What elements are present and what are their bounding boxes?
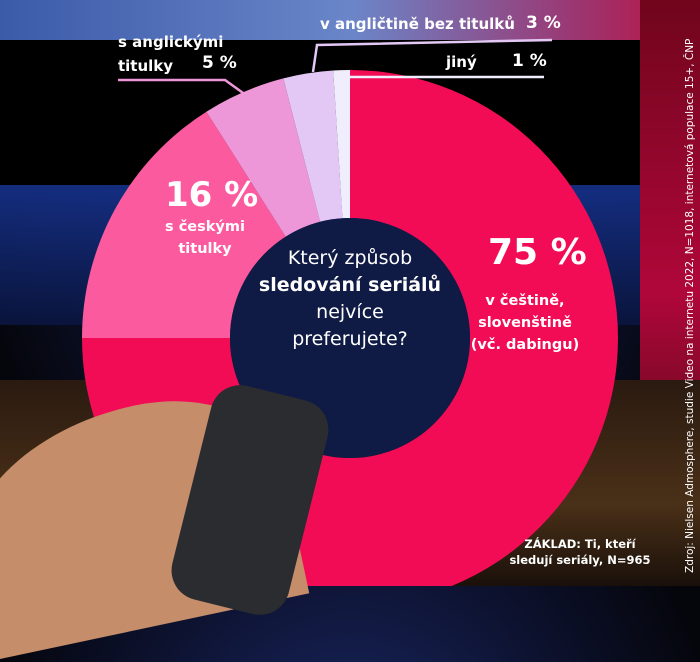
background-screen-glow xyxy=(0,0,700,40)
slice-category-label: s českými titulky xyxy=(140,216,270,260)
title-line: sledování seriálů xyxy=(258,274,442,296)
base-line: sledují seriály, N=965 xyxy=(509,553,651,567)
donut-slice xyxy=(82,111,286,338)
base-line: ZÁKLAD: Ti, kteří xyxy=(524,537,636,551)
donut-slice xyxy=(206,78,321,237)
slice-category-label: v češtině, slovenštině (vč. dabingu) xyxy=(470,290,580,356)
donut-slice xyxy=(283,70,343,222)
title-line: preferujete? xyxy=(292,328,408,350)
label-line: s anglickými xyxy=(118,33,224,51)
slice-value-label: 3 % xyxy=(526,13,561,33)
label-line: titulky xyxy=(178,241,232,257)
slice-category-label: v angličtině bez titulků xyxy=(320,15,515,33)
label-line: v češtině, xyxy=(485,293,565,309)
slice-category-label: jiný xyxy=(446,53,477,71)
title-line: nejvíce xyxy=(316,301,384,323)
slice-value-label: 16 % xyxy=(165,175,259,215)
label-line: (vč. dabingu) xyxy=(470,337,580,353)
label-line: s českými xyxy=(165,219,245,235)
base-note: ZÁKLAD: Ti, kteří sledují seriály, N=965 xyxy=(500,536,660,568)
donut-slice xyxy=(333,70,350,219)
slice-category-label: s anglickými titulky xyxy=(118,30,223,78)
label-line: slovenštině xyxy=(478,315,572,331)
slice-value-label: 5 % xyxy=(202,53,237,73)
leader-line xyxy=(311,38,553,73)
chart-title: Který způsob sledování seriálů nejvíce p… xyxy=(240,245,460,353)
slice-value-label: 1 % xyxy=(512,51,547,71)
label-line: titulky xyxy=(118,57,174,75)
leader-line xyxy=(118,78,251,100)
slice-value-label: 75 % xyxy=(488,232,587,273)
title-line: Který způsob xyxy=(287,247,413,269)
source-note: Zdroj: Nielsen Admosphere, studie Video … xyxy=(684,38,696,573)
